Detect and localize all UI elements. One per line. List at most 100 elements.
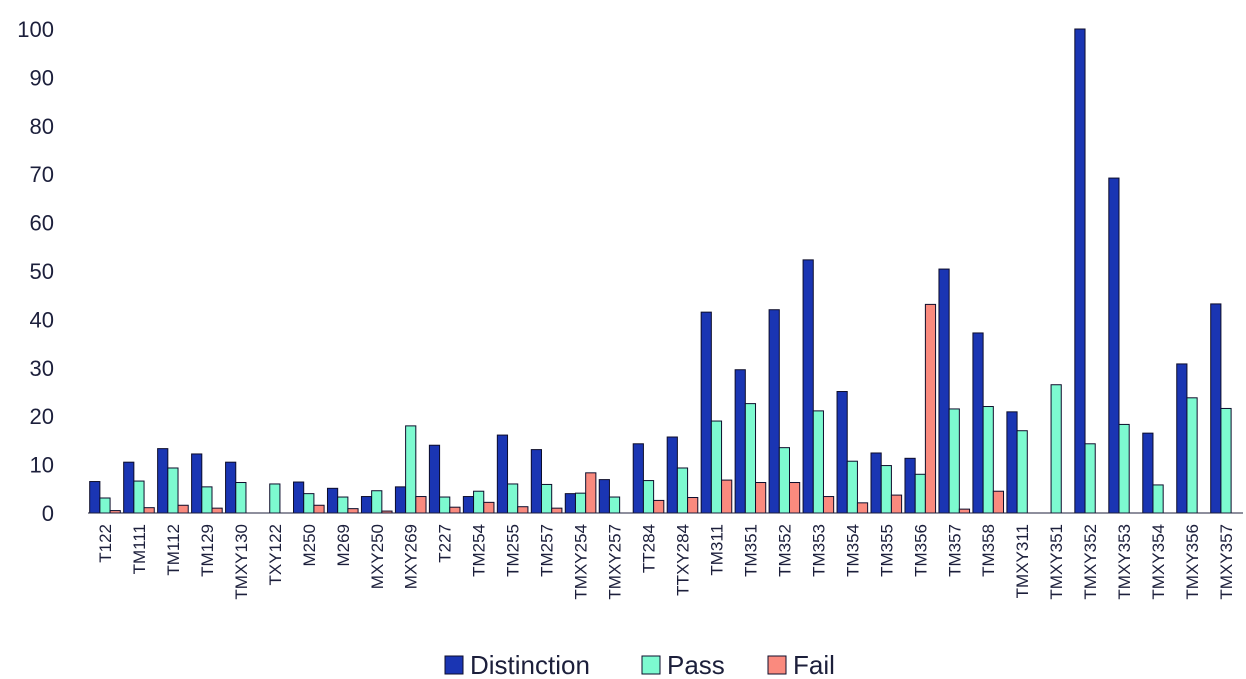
bar-pass [371,490,383,514]
bar-fail [788,482,801,514]
x-tick-label: TM255 [504,524,523,577]
bar-pass [235,482,247,514]
bar-fail [347,508,359,514]
bar-distinction [462,496,475,514]
x-tick-label: MXY269 [402,524,421,589]
legend-label: Distinction [470,650,590,679]
y-tick-label: 50 [30,259,54,284]
bar-distinction [394,486,407,514]
bar-distinction [870,452,882,514]
x-tick-label: TMXY351 [1047,524,1066,600]
bar-distinction [89,481,101,514]
y-tick-label: 10 [30,453,54,478]
x-tick-label: TM353 [809,524,828,577]
x-tick-label: TMXY353 [1115,524,1134,600]
bar-distinction [293,481,305,514]
bar-fail [958,508,971,514]
x-tick-label: TM257 [538,524,557,577]
legend-label: Fail [793,650,835,679]
bar-distinction [225,461,237,514]
bar-fail [992,490,1005,514]
bar-distinction [1074,28,1086,514]
x-tick-label: TMXY352 [1081,524,1100,600]
bar-pass [337,496,349,514]
bar-distinction [157,448,169,514]
bar-fail [483,501,495,514]
bar-fail [653,499,665,514]
bar-fail [755,482,767,514]
x-tick-label: TMXY254 [572,524,591,600]
bar-pass [1118,423,1130,514]
bar-pass [1152,484,1164,514]
bar-distinction [972,332,984,514]
bar-distinction [632,443,644,514]
bar-pass [778,447,790,514]
bar-pass [269,483,281,514]
x-tick-label: TM129 [198,524,217,577]
bar-fail [313,504,325,514]
bar-fail [585,472,597,514]
x-tick-label: TM357 [945,524,964,577]
x-tick-label: TMXY130 [232,524,251,600]
bars [89,28,1232,514]
y-tick-label: 90 [30,65,54,90]
bar-distinction [802,259,814,514]
legend-label: Pass [667,650,725,679]
bar-pass [744,403,757,514]
bar-pass [1186,397,1198,514]
bar-distinction [1210,303,1222,514]
bar-fail [721,479,733,514]
bar-pass [473,490,485,514]
x-tick-label: MXY250 [368,524,387,589]
bar-pass [914,473,926,514]
x-tick-label: TM355 [877,524,896,577]
y-tick-label: 70 [30,162,54,187]
x-tick-label: TMXY311 [1013,524,1032,598]
bar-pass [507,483,519,514]
bar-distinction [496,434,509,514]
bar-fail [924,303,937,514]
x-tick-label: M269 [334,524,353,567]
bar-pass [1220,407,1232,514]
y-tick-label: 100 [17,17,54,42]
x-tick-label: TMXY356 [1183,524,1202,600]
bar-fail [211,507,223,514]
bar-distinction [666,436,678,514]
x-tick-label: TMXY354 [1149,524,1168,600]
bar-distinction [904,457,916,514]
bar-pass [1084,443,1096,514]
bar-distinction [734,369,746,514]
x-tick-label: TM112 [164,524,183,576]
y-tick-label: 30 [30,356,54,381]
bar-pass [405,425,417,514]
bar-pass [541,483,553,514]
x-tick-label: TM254 [470,524,489,577]
x-tick-label: TMXY357 [1217,524,1236,600]
bar-distinction [191,453,203,514]
x-tick-label: TTXY284 [673,524,692,596]
y-tick-label: 40 [30,307,54,332]
bar-distinction [836,391,848,514]
bar-pass [982,406,994,514]
bar-distinction [428,444,441,514]
bar-fail [449,506,461,514]
bar-fail [551,507,563,514]
y-axis: 0 10 20 30 40 50 60 70 80 90 100 [17,17,54,526]
bar-pass [608,496,621,514]
bar-pass [133,480,145,514]
x-tick-label: TM351 [741,524,760,577]
bar-pass [880,465,892,514]
bar-fail [890,494,903,514]
bar-distinction [564,493,576,514]
bar-fail [177,504,189,514]
x-tick-label: TM352 [775,524,794,577]
y-tick-label: 0 [42,501,54,526]
x-tick-label: TM354 [843,524,862,577]
bar-pass [846,460,858,514]
bar-pass [948,408,960,514]
bar-pass [1016,430,1028,514]
legend-swatch [767,655,787,675]
bar-distinction [1176,363,1188,514]
bar-fail [415,496,427,514]
